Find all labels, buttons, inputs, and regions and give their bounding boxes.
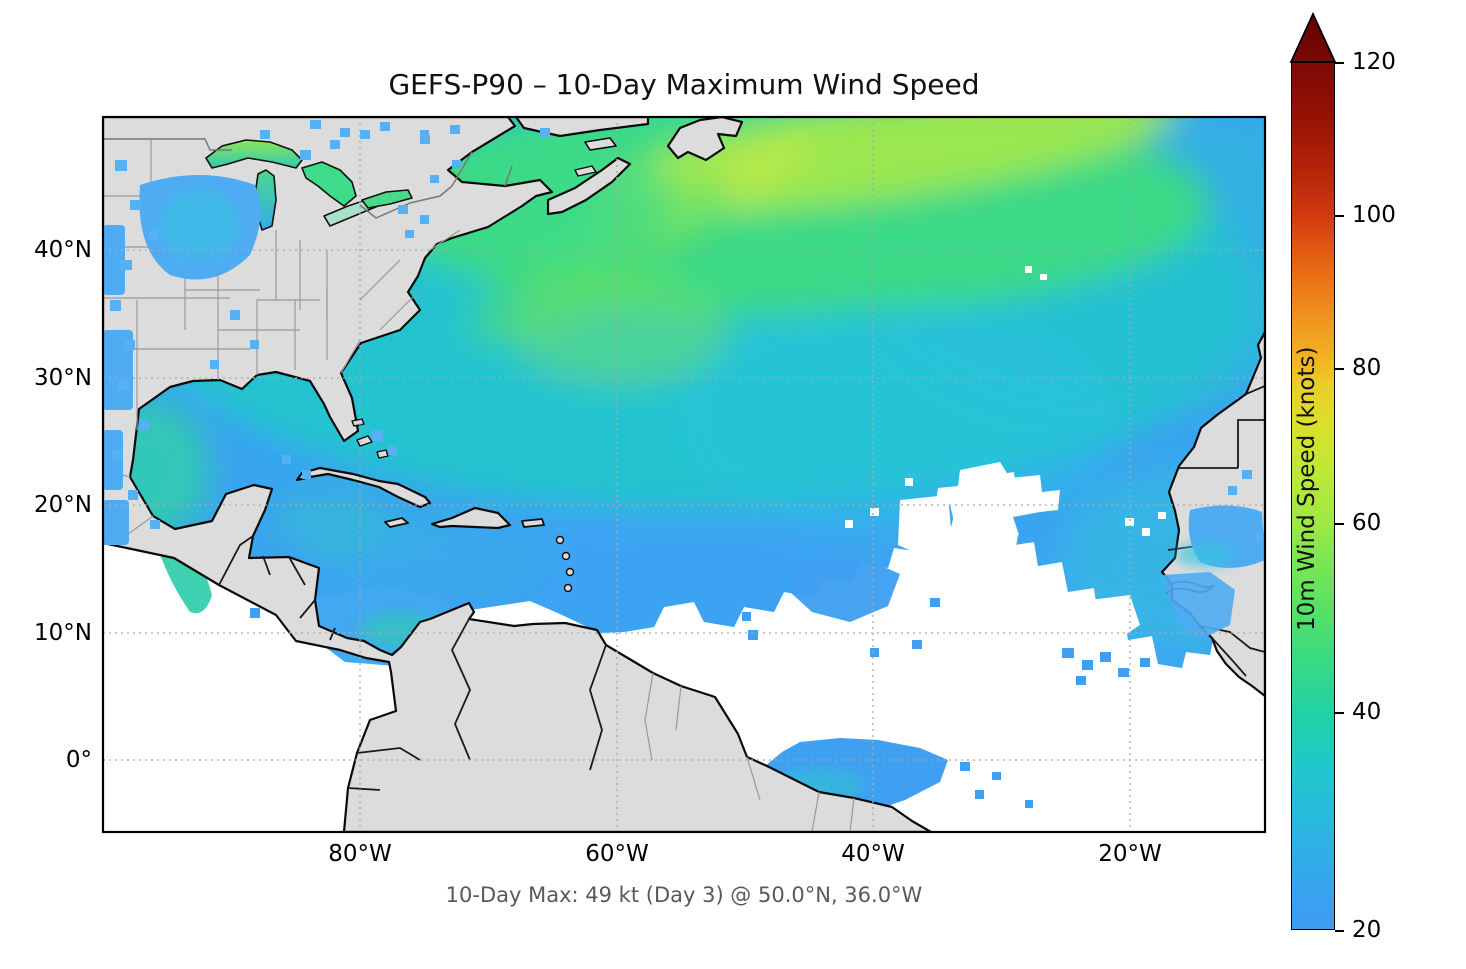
colorbar-label-120: 120: [1352, 49, 1396, 75]
colorbar-tick-40: [1335, 712, 1344, 714]
gridlines: [103, 117, 1265, 832]
great-lakes: [205, 139, 413, 231]
colorbar-tick-20: [1335, 930, 1344, 932]
land-puerto-rico: [521, 518, 545, 528]
plot-frame: [101, 115, 1267, 834]
xtick-80w: 80°W: [328, 841, 392, 867]
colorbar-axis-label: 10m Wind Speed (knots): [1294, 346, 1320, 631]
xtick-20w: 20°W: [1098, 841, 1162, 867]
colorbar-arrow: [1289, 11, 1337, 63]
colorbar: [1291, 62, 1335, 930]
land-nova-scotia: [546, 156, 632, 216]
colorbar-label-100: 100: [1352, 202, 1396, 228]
colorbar-label-80: 80: [1352, 355, 1382, 381]
land-anticosti: [584, 137, 617, 151]
land-antilles-2: [561, 551, 571, 561]
land-antilles-4: [563, 583, 573, 593]
colorbar-label-60: 60: [1352, 510, 1382, 536]
lake-huron: [301, 161, 357, 207]
land-newfoundland: [666, 117, 744, 162]
land-americas: [103, 117, 933, 832]
ytick-0: 0°: [65, 747, 92, 773]
ytick-30n: 30°N: [34, 365, 92, 391]
chart-title: GEFS-P90 – 10-Day Maximum Wind Speed: [388, 68, 980, 101]
colorbar-tick-100: [1335, 215, 1344, 217]
land-bahamas: [356, 435, 373, 447]
land-pei: [574, 165, 597, 177]
colorbar-tick-60: [1335, 523, 1344, 525]
wind-field: [103, 117, 1265, 668]
land-hispaniola: [430, 506, 512, 530]
colorbar-label-40: 40: [1352, 699, 1382, 725]
country-borders: [103, 138, 513, 219]
ytick-40n: 40°N: [34, 237, 92, 263]
overland-wind-patches: [103, 120, 1265, 640]
land-bahamas-3: [351, 418, 365, 427]
ytick-10n: 10°N: [34, 620, 92, 646]
land-jamaica: [384, 517, 409, 528]
colorbar-label-20: 20: [1352, 917, 1382, 943]
lake-superior: [205, 139, 303, 169]
lake-ontario: [361, 189, 413, 209]
sub-threshold-white-areas: [845, 266, 1257, 645]
xtick-40w: 40°W: [841, 841, 905, 867]
land-antilles-1: [555, 535, 565, 545]
ytick-20n: 20°N: [34, 492, 92, 518]
xtick-60w: 60°W: [585, 841, 649, 867]
max-annotation: 10-Day Max: 49 kt (Day 3) @ 50.0°N, 36.0…: [445, 883, 923, 907]
land-antilles-3: [565, 567, 575, 577]
colorbar-tick-80: [1335, 368, 1344, 370]
land-bahamas-2: [376, 449, 389, 459]
colorbar-tick-120: [1335, 62, 1344, 64]
wedge-inner-patch: [1013, 512, 1063, 538]
